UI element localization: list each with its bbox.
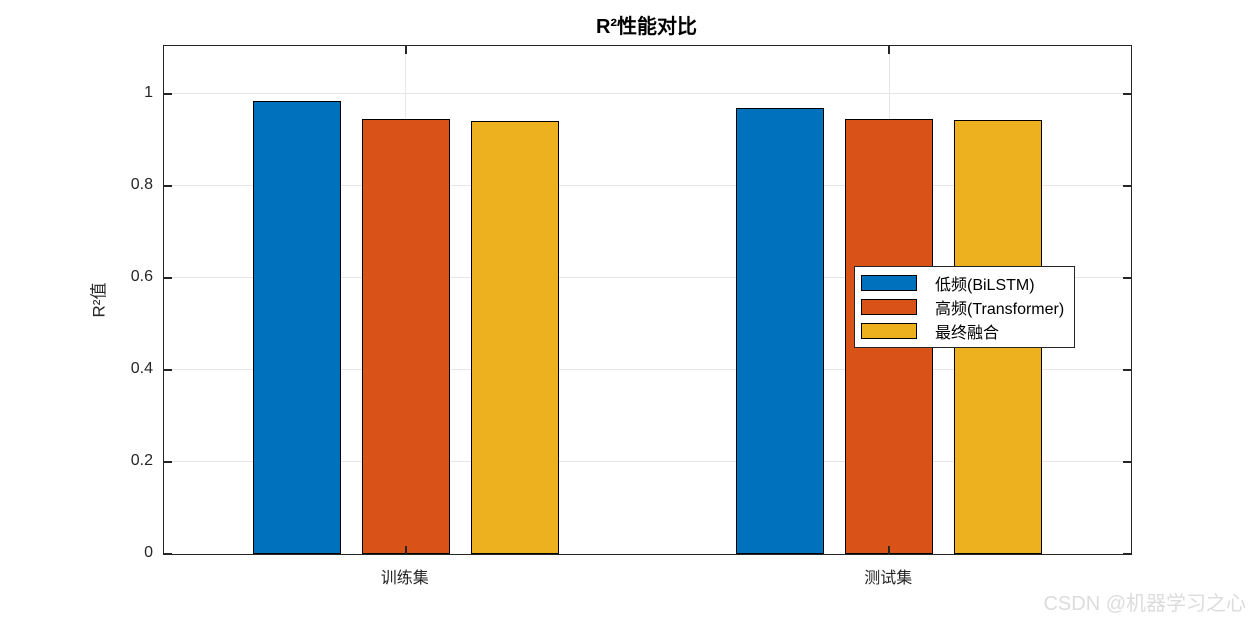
- legend-swatch: [861, 299, 917, 315]
- legend-label: 低频(BiLSTM): [935, 277, 1035, 294]
- y-tick-right: [1123, 92, 1131, 95]
- y-tick-label: 0.4: [130, 359, 153, 377]
- y-tick-right: [1123, 460, 1131, 463]
- legend: 低频(BiLSTM) 高频(Transformer) 最终融合: [854, 266, 1076, 348]
- y-tick-left: [164, 184, 172, 187]
- y-gridline: [164, 369, 1131, 371]
- y-tick-right: [1123, 184, 1131, 187]
- watermark: CSDN @机器学习之心: [1043, 593, 1246, 615]
- bar-低频(BiLSTM)-训练集: [252, 100, 341, 554]
- y-tick-label: 0.2: [130, 451, 153, 469]
- x-tick-label: 测试集: [864, 570, 913, 587]
- legend-swatch: [861, 275, 917, 291]
- bar-最终融合-训练集: [470, 121, 559, 554]
- y-tick-right: [1123, 368, 1131, 371]
- y-gridline: [164, 185, 1131, 187]
- y-tick-label: 1: [144, 83, 153, 101]
- legend-row: 最终融合: [861, 319, 1064, 343]
- y-tick-left: [164, 368, 172, 371]
- y-gridline: [164, 93, 1131, 95]
- legend-row: 低频(BiLSTM): [861, 271, 1064, 295]
- chart-title: R²性能对比: [595, 16, 698, 38]
- y-tick-left: [164, 553, 172, 555]
- bar-高频(Transformer)-训练集: [361, 118, 450, 554]
- legend-row: 高频(Transformer): [861, 295, 1064, 319]
- plot-area: 低频(BiLSTM) 高频(Transformer) 最终融合: [163, 45, 1132, 555]
- legend-swatch: [861, 323, 917, 339]
- y-tick-right: [1123, 553, 1131, 555]
- y-gridline: [164, 277, 1131, 279]
- y-tick-label: 0: [144, 544, 153, 561]
- y-gridline: [164, 461, 1131, 463]
- bar-低频(BiLSTM)-测试集: [736, 107, 825, 554]
- x-tick-bottom: [888, 546, 891, 554]
- y-tick-label: 0.6: [130, 267, 153, 285]
- legend-label: 高频(Transformer): [935, 301, 1065, 318]
- x-tick-top: [404, 46, 407, 54]
- x-tick-label: 训练集: [380, 570, 429, 587]
- legend-label: 最终融合: [935, 325, 1000, 342]
- y-tick-left: [164, 276, 172, 279]
- y-tick-left: [164, 460, 172, 463]
- y-tick-label: 0.8: [130, 175, 153, 193]
- y-axis-label: R²值: [89, 282, 109, 318]
- x-tick-top: [888, 46, 891, 54]
- y-tick-left: [164, 92, 172, 95]
- y-tick-right: [1123, 276, 1131, 279]
- x-tick-bottom: [404, 546, 407, 554]
